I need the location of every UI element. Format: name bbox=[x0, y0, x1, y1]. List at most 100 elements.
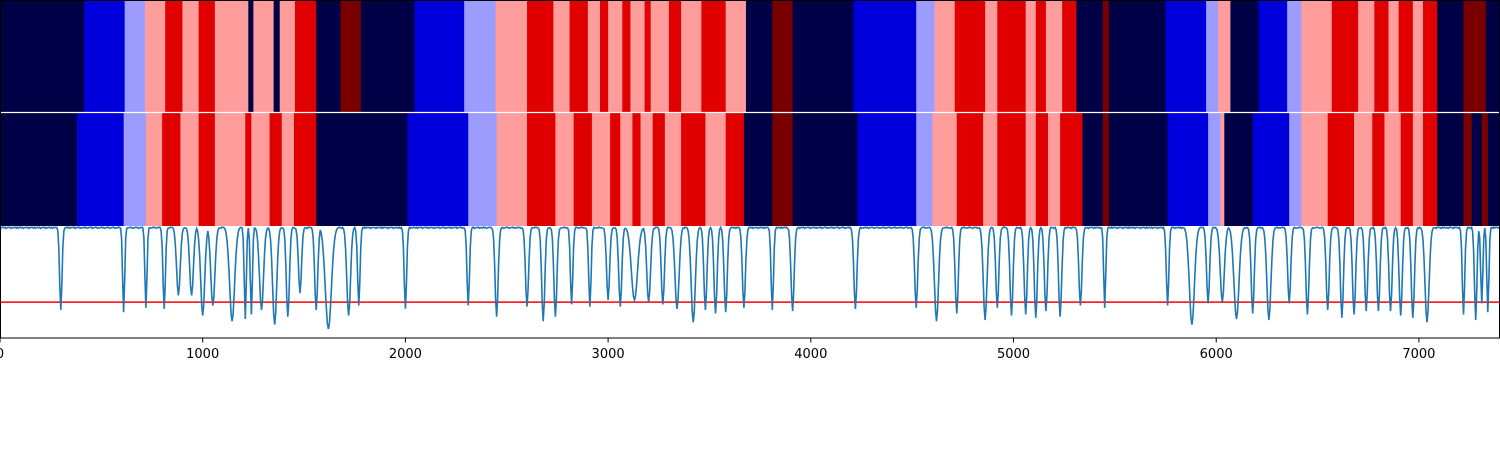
top-segment-14 bbox=[340, 0, 362, 113]
top-segment-45 bbox=[1062, 0, 1077, 113]
bottom-segment-13 bbox=[316, 112, 408, 226]
bottom-segment-19 bbox=[573, 112, 593, 226]
bottom-segment-29 bbox=[725, 112, 745, 226]
bottom-segment-17 bbox=[527, 112, 556, 226]
bottom-segment-52 bbox=[1301, 112, 1329, 226]
bottom-segment-58 bbox=[1412, 112, 1424, 226]
top-segment-56 bbox=[1331, 0, 1359, 113]
bottom-segment-47 bbox=[1208, 112, 1221, 226]
bottom-segment-61 bbox=[1463, 112, 1473, 226]
top-segment-48 bbox=[1108, 0, 1166, 113]
top-segment-31 bbox=[701, 0, 727, 113]
signal-panel bbox=[0, 226, 1500, 338]
bottom-segment-4 bbox=[162, 112, 181, 226]
top-segment-65 bbox=[1485, 0, 1500, 113]
top-segment-32 bbox=[725, 0, 747, 113]
signal-line bbox=[0, 225, 1500, 330]
top-segment-62 bbox=[1422, 0, 1438, 113]
top-segment-9 bbox=[253, 0, 275, 113]
top-segment-54 bbox=[1287, 0, 1302, 113]
bottom-segment-44 bbox=[1102, 112, 1110, 226]
top-segment-37 bbox=[916, 0, 935, 113]
bottom-segment-41 bbox=[1047, 112, 1061, 226]
bottom-segment-40 bbox=[1035, 112, 1049, 226]
x-tick-label-5: 5000 bbox=[997, 347, 1030, 362]
bottom-segment-57 bbox=[1400, 112, 1414, 226]
x-tick-label-4: 4000 bbox=[794, 347, 827, 362]
x-tick-label-6: 6000 bbox=[1200, 347, 1233, 362]
bottom-segment-28 bbox=[705, 112, 727, 226]
top-segment-7 bbox=[214, 0, 249, 113]
bottom-segment-31 bbox=[772, 112, 793, 226]
top-segmentation-strip bbox=[0, 0, 1500, 113]
top-segment-58 bbox=[1374, 0, 1389, 113]
top-segment-35 bbox=[792, 0, 854, 113]
top-segment-50 bbox=[1206, 0, 1219, 113]
bottom-segment-26 bbox=[664, 112, 682, 226]
bottom-segment-55 bbox=[1372, 112, 1385, 226]
bottom-segment-5 bbox=[180, 112, 200, 226]
bottom-segment-2 bbox=[123, 112, 147, 226]
top-segment-27 bbox=[644, 0, 652, 113]
bottom-segment-7 bbox=[214, 112, 246, 226]
bottom-segment-30 bbox=[743, 112, 773, 226]
top-segment-26 bbox=[630, 0, 645, 113]
top-segment-13 bbox=[316, 0, 341, 113]
top-segment-34 bbox=[772, 0, 793, 113]
bottom-segment-60 bbox=[1437, 112, 1464, 226]
top-segment-57 bbox=[1358, 0, 1375, 113]
bottom-segment-42 bbox=[1060, 112, 1083, 226]
top-segment-3 bbox=[144, 0, 166, 113]
top-segment-53 bbox=[1258, 0, 1288, 113]
bottom-segment-63 bbox=[1481, 112, 1489, 226]
bottom-segment-45 bbox=[1108, 112, 1168, 226]
top-segment-29 bbox=[668, 0, 682, 113]
bottom-segment-38 bbox=[997, 112, 1027, 226]
bottom-segment-18 bbox=[555, 112, 575, 226]
bottom-segment-3 bbox=[145, 112, 163, 226]
top-segment-49 bbox=[1165, 0, 1207, 113]
top-segment-16 bbox=[414, 0, 465, 113]
bottom-segment-59 bbox=[1422, 112, 1438, 226]
top-segment-11 bbox=[279, 0, 296, 113]
bottom-segment-56 bbox=[1384, 112, 1402, 226]
bottom-segment-50 bbox=[1252, 112, 1290, 226]
top-segment-12 bbox=[294, 0, 317, 113]
top-segment-19 bbox=[527, 0, 554, 113]
top-segment-10 bbox=[273, 0, 281, 113]
top-segment-2 bbox=[124, 0, 146, 113]
top-segment-42 bbox=[1025, 0, 1037, 113]
bottom-segment-1 bbox=[77, 112, 125, 226]
bottom-segment-49 bbox=[1224, 112, 1254, 226]
top-segment-6 bbox=[198, 0, 216, 113]
top-segment-5 bbox=[182, 0, 200, 113]
bottom-segment-23 bbox=[632, 112, 641, 226]
top-segment-36 bbox=[853, 0, 917, 113]
top-segment-17 bbox=[464, 0, 497, 113]
top-segment-25 bbox=[622, 0, 631, 113]
top-segment-44 bbox=[1045, 0, 1063, 113]
bottom-segment-15 bbox=[468, 112, 498, 226]
bottom-segment-46 bbox=[1167, 112, 1209, 226]
top-segment-46 bbox=[1076, 0, 1104, 113]
bottom-segment-48 bbox=[1220, 112, 1225, 226]
bottom-segment-24 bbox=[640, 112, 654, 226]
bottom-segment-16 bbox=[496, 112, 528, 226]
bottom-segment-51 bbox=[1289, 112, 1302, 226]
top-segment-20 bbox=[553, 0, 570, 113]
top-segment-0 bbox=[0, 0, 85, 113]
bottom-segment-35 bbox=[932, 112, 958, 226]
x-tick-label-7: 7000 bbox=[1402, 347, 1435, 362]
top-segment-63 bbox=[1437, 0, 1464, 113]
bottom-segment-25 bbox=[652, 112, 666, 226]
top-segment-28 bbox=[650, 0, 670, 113]
top-segment-33 bbox=[745, 0, 773, 113]
top-segment-23 bbox=[600, 0, 609, 113]
top-segment-1 bbox=[84, 0, 126, 113]
bottom-segment-21 bbox=[610, 112, 621, 226]
bottom-segment-14 bbox=[407, 112, 469, 226]
top-segment-40 bbox=[985, 0, 998, 113]
bottom-segment-11 bbox=[281, 112, 295, 226]
x-tick-label-3: 3000 bbox=[592, 347, 625, 362]
